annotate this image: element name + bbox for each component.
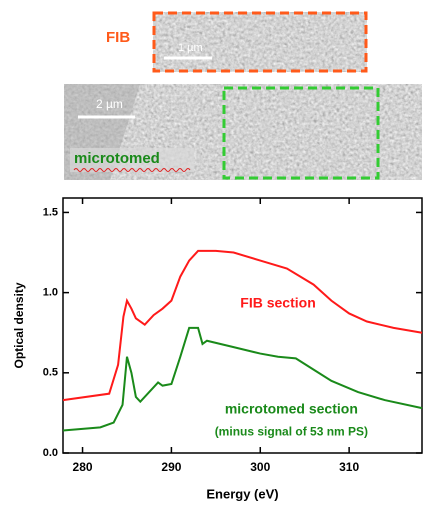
image-label: FIB [106, 29, 130, 46]
y-axis-label: Optical density [12, 282, 26, 368]
y-tick-label: 0.0 [43, 447, 58, 459]
y-tick-label: 1.5 [43, 206, 58, 218]
x-tick-label: 290 [161, 460, 181, 474]
image-label: microtomed [74, 150, 160, 167]
data-line [63, 251, 422, 400]
microtomed-image: 2 µm microtomed [64, 84, 422, 180]
figure: 1 µm FIB 2 µm microtomed 280 290 300 310 0.0… [0, 0, 424, 510]
annotation: (minus signal of 53 nm PS) [215, 424, 368, 438]
x-tick-label: 280 [73, 460, 93, 474]
annotation: microtomed section [225, 400, 358, 416]
y-tick-label: 1.0 [43, 287, 58, 299]
annotation: FIB section [240, 295, 315, 311]
x-axis-label: Energy (eV) [206, 486, 278, 501]
scale-label: 1 µm [178, 42, 203, 54]
x-tick-label: 300 [250, 460, 270, 474]
scale-label: 2 µm [96, 97, 123, 111]
y-tick-label: 0.5 [43, 367, 58, 379]
x-tick-label: 310 [339, 460, 359, 474]
fib-image: 1 µm [153, 12, 367, 72]
